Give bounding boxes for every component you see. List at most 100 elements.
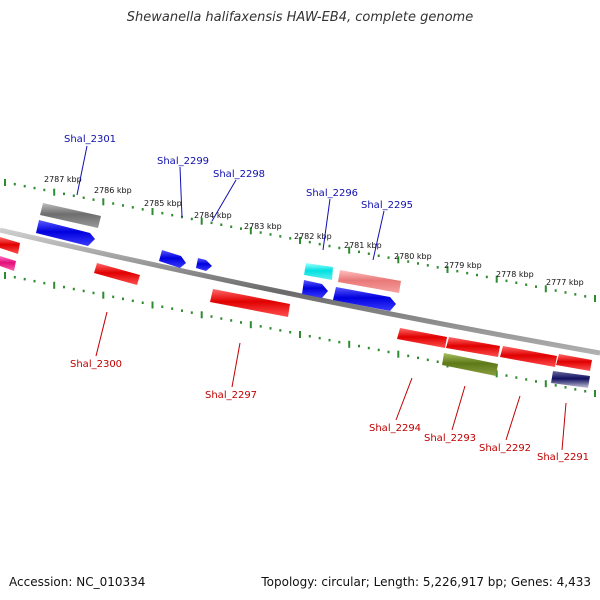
minor-tick [358, 250, 360, 254]
leader-line [505, 395, 521, 441]
minor-tick [33, 279, 36, 283]
genome-summary-text: Topology: circular; Length: 5,226,917 bp… [261, 575, 591, 589]
kbp-label: 2781 kbp [344, 241, 382, 250]
minor-tick [43, 281, 46, 285]
gene-block[interactable] [0, 237, 20, 254]
minor-tick [476, 273, 478, 277]
major-tick [151, 301, 154, 309]
gene-label-shal-2300[interactable]: Shal_2300 [70, 359, 122, 370]
leader-line [451, 385, 466, 431]
minor-tick [485, 275, 488, 279]
gene-block-shal-2297[interactable] [210, 289, 290, 317]
gene-block-shal-2295[interactable] [338, 270, 401, 293]
minor-tick [72, 287, 75, 291]
minor-tick [417, 262, 419, 265]
minor-tick [554, 384, 557, 387]
minor-tick [505, 279, 508, 283]
major-tick [249, 321, 252, 329]
gene-block-shal-2300[interactable] [94, 263, 140, 285]
major-tick [397, 350, 400, 358]
minor-tick [279, 329, 282, 332]
gene-label-shal-2298[interactable]: Shal_2298 [213, 169, 265, 180]
gene-block-shal-2299[interactable] [159, 250, 186, 268]
major-tick [594, 295, 596, 302]
gene-label-shal-2296[interactable]: Shal_2296 [306, 188, 358, 199]
minor-tick [161, 211, 164, 215]
minor-tick [535, 380, 537, 383]
minor-tick [259, 231, 262, 234]
gene-blocks [0, 203, 592, 388]
kbp-label: 2783 kbp [244, 222, 282, 231]
minor-tick [564, 291, 567, 294]
minor-tick [515, 281, 518, 284]
minor-tick [190, 217, 193, 221]
minor-tick [122, 204, 124, 207]
gene-label-shal-2291[interactable]: Shal_2291 [537, 452, 589, 463]
gene-block-shal-2293[interactable] [442, 353, 498, 376]
kbp-scale: 2787 kbp 2786 kbp 2785 kbp 2784 kbp 2783… [44, 175, 584, 287]
gene-block[interactable] [0, 256, 16, 271]
gene-block-shal-2294[interactable] [397, 328, 447, 348]
gene-block-shal-2301[interactable] [40, 203, 101, 228]
minor-tick [289, 237, 292, 240]
major-tick [348, 246, 351, 254]
minor-tick [220, 223, 223, 226]
gene-label-shal-2293[interactable]: Shal_2293 [424, 433, 476, 444]
minor-tick [269, 233, 272, 236]
minor-tick [23, 184, 26, 188]
major-tick [53, 188, 56, 196]
minor-tick [377, 254, 380, 257]
minor-tick [92, 291, 95, 295]
minor-tick [525, 378, 528, 381]
gene-label-shal-2292[interactable]: Shal_2292 [479, 443, 531, 454]
major-tick [594, 390, 596, 397]
major-tick [4, 272, 6, 279]
minor-tick [23, 277, 26, 281]
minor-tick [190, 311, 193, 314]
minor-tick [318, 242, 321, 246]
minor-tick [387, 350, 390, 354]
minor-tick [13, 276, 16, 279]
kbp-label: 2777 kbp [546, 278, 584, 287]
gene-block[interactable] [446, 337, 500, 357]
minor-tick [131, 206, 134, 209]
major-tick [200, 217, 203, 225]
major-tick [102, 198, 105, 206]
minor-tick [230, 319, 233, 322]
major-tick [495, 370, 498, 378]
gene-block-shal-2296[interactable] [304, 263, 333, 280]
minor-tick [367, 252, 370, 255]
kbp-label: 2785 kbp [144, 199, 182, 208]
gene-labels: Shal_2301 Shal_2299 Shal_2298 Shal_2296 … [64, 134, 589, 463]
gene-block[interactable] [302, 280, 328, 298]
minor-tick [72, 194, 75, 197]
gene-block[interactable] [36, 220, 95, 246]
gene-label-shal-2295[interactable]: Shal_2295 [361, 200, 413, 211]
minor-tick [181, 215, 183, 219]
gene-label-shal-2301[interactable]: Shal_2301 [64, 134, 116, 145]
gene-label-shal-2299[interactable]: Shal_2299 [157, 156, 209, 167]
gene-block[interactable] [333, 287, 396, 311]
leader-line [561, 402, 567, 451]
minor-tick [210, 315, 213, 318]
minor-tick [387, 256, 390, 259]
kbp-label: 2787 kbp [44, 175, 82, 184]
gene-block[interactable] [551, 371, 590, 388]
gene-block-shal-2298[interactable] [196, 258, 212, 271]
gene-label-shal-2294[interactable]: Shal_2294 [369, 423, 421, 434]
major-tick [495, 275, 498, 283]
minor-tick [122, 297, 124, 301]
gene-leader-lines [76, 145, 567, 451]
gene-block-shal-2292[interactable] [500, 346, 557, 367]
minor-tick [377, 348, 380, 352]
major-tick [397, 256, 400, 264]
gene-label-shal-2297[interactable]: Shal_2297 [205, 390, 257, 401]
minor-tick [171, 213, 174, 217]
minor-tick [426, 358, 429, 362]
gene-block-shal-2291[interactable] [556, 354, 592, 371]
minor-tick [574, 293, 577, 296]
major-tick [544, 285, 547, 293]
major-tick [249, 227, 252, 235]
major-tick [299, 237, 301, 244]
